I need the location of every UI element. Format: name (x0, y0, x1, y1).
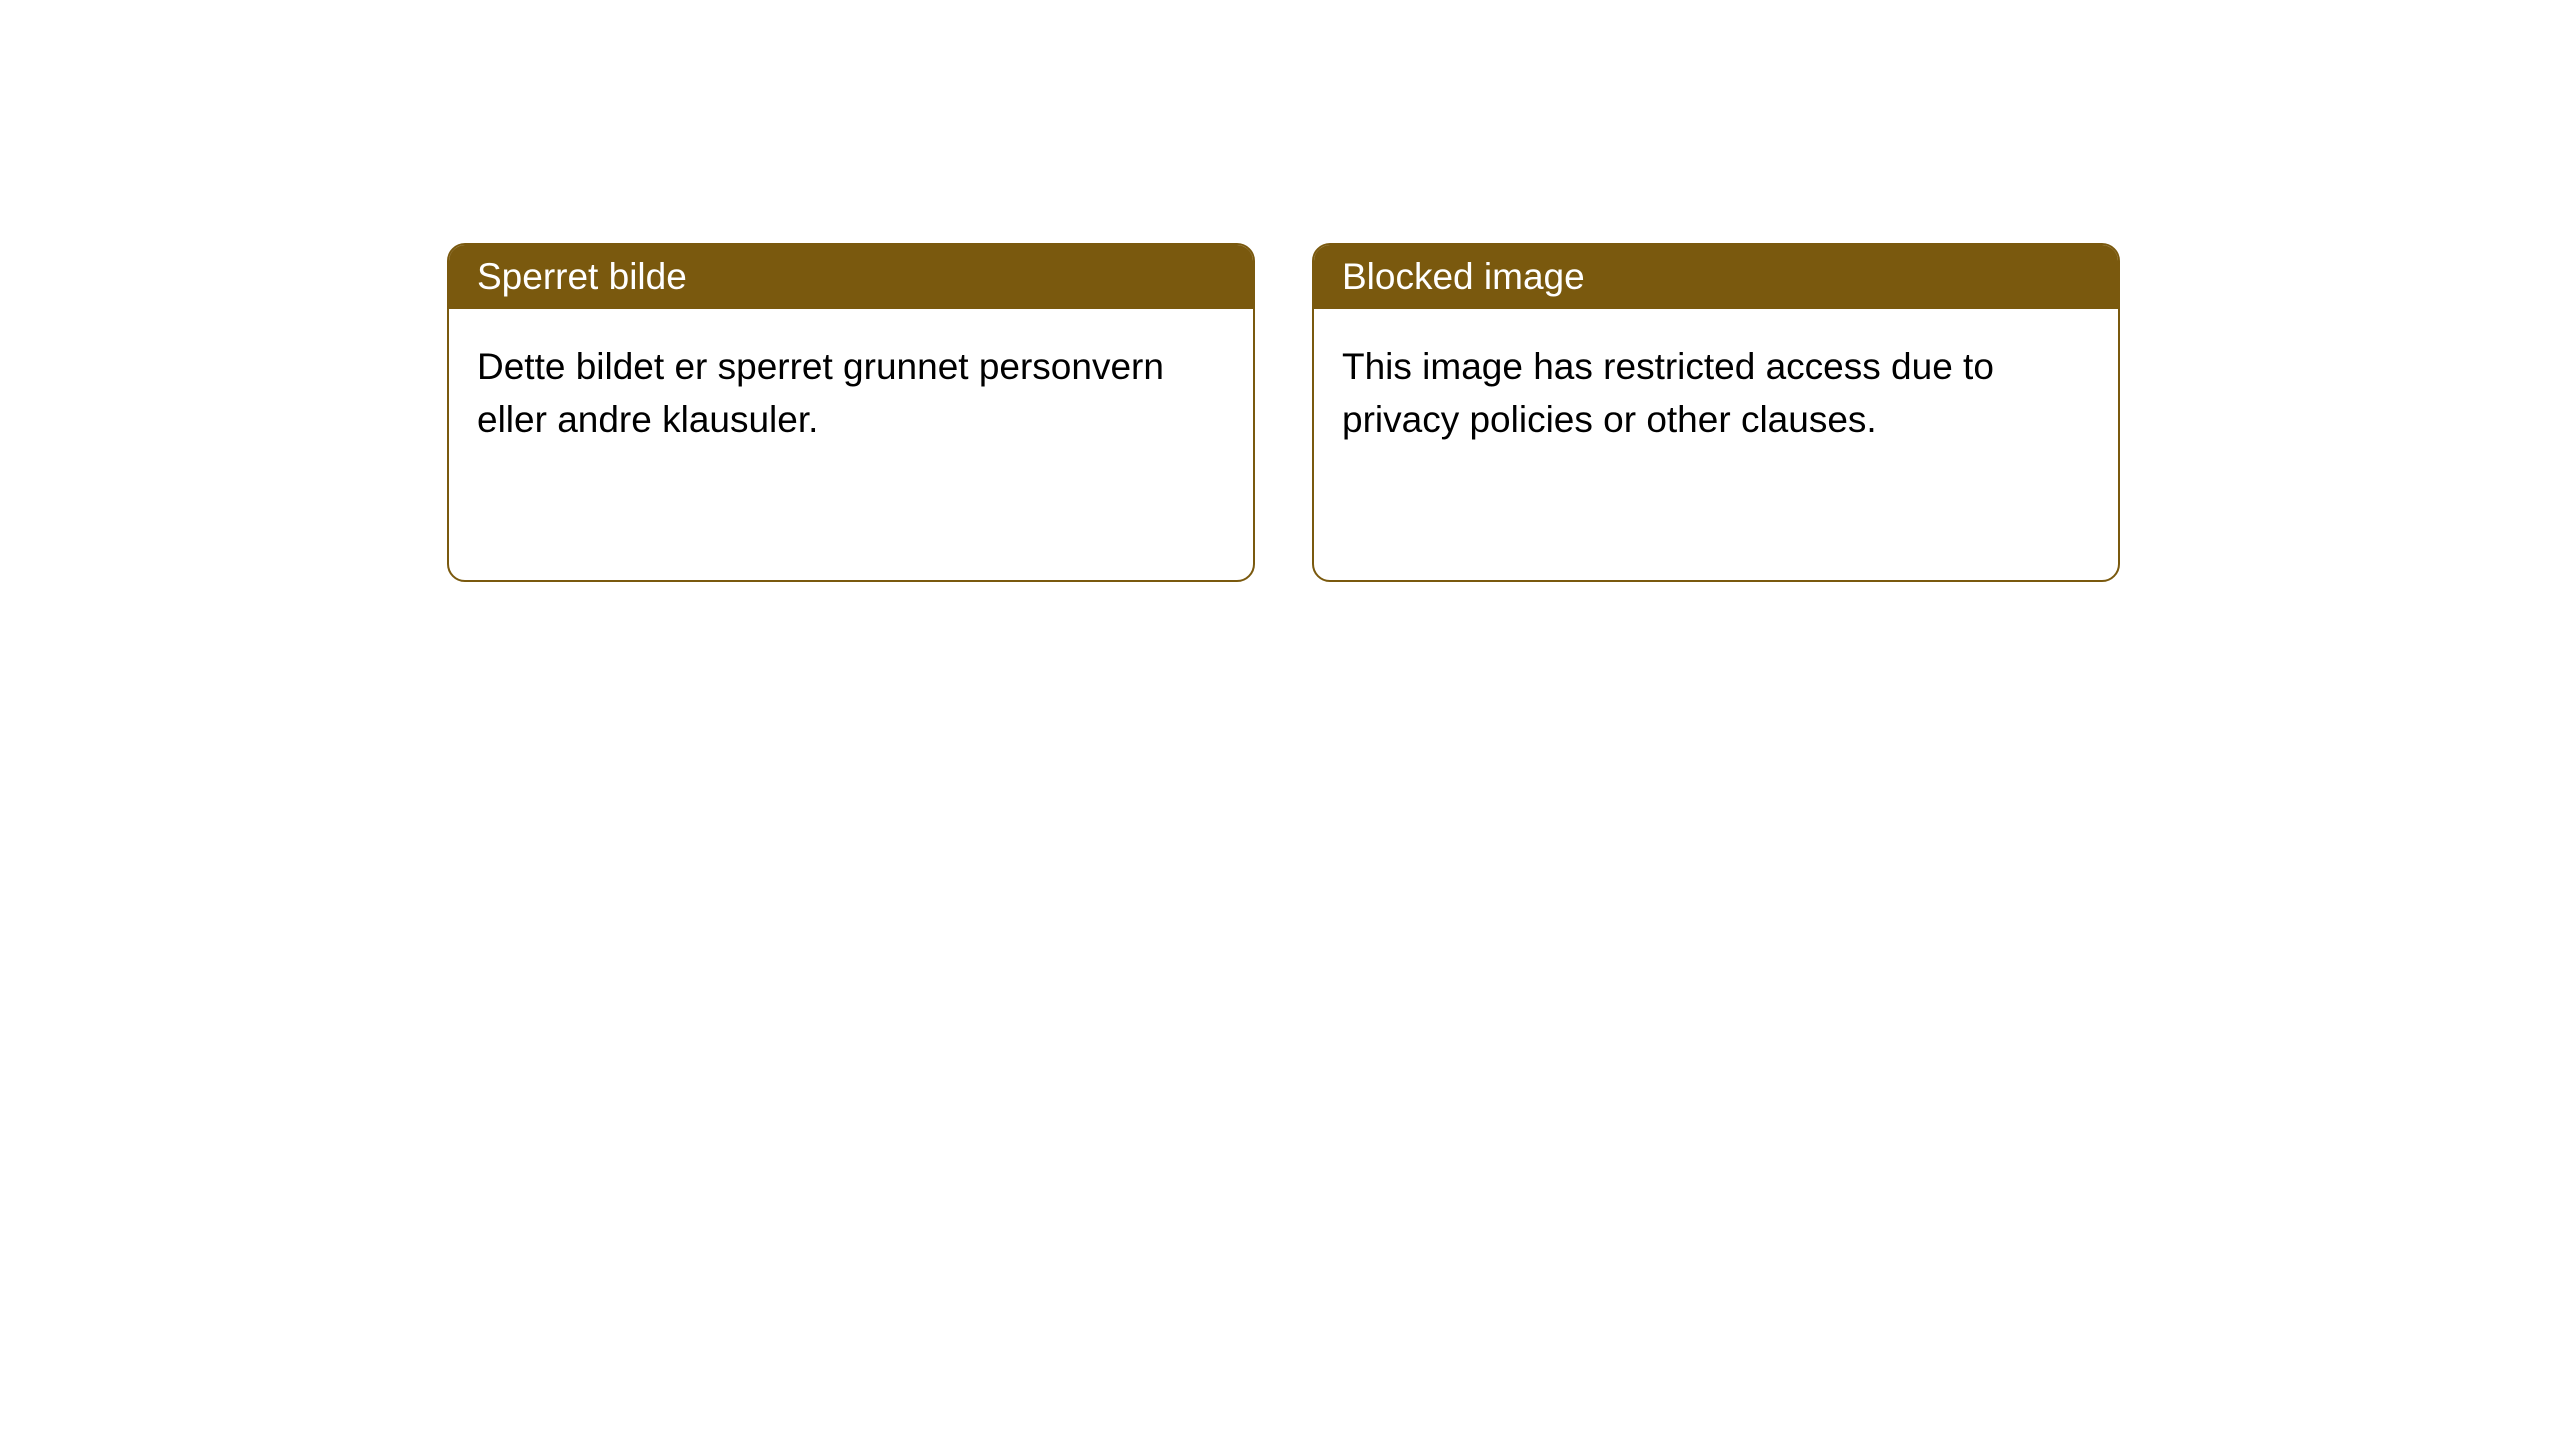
card-header: Blocked image (1314, 245, 2118, 309)
card-body: This image has restricted access due to … (1314, 309, 2118, 478)
card-body: Dette bildet er sperret grunnet personve… (449, 309, 1253, 478)
notice-card-norwegian: Sperret bilde Dette bildet er sperret gr… (447, 243, 1255, 582)
card-body-text: This image has restricted access due to … (1342, 346, 1994, 440)
card-header: Sperret bilde (449, 245, 1253, 309)
card-title: Blocked image (1342, 256, 1585, 297)
notice-cards-container: Sperret bilde Dette bildet er sperret gr… (447, 243, 2120, 582)
card-body-text: Dette bildet er sperret grunnet personve… (477, 346, 1164, 440)
card-title: Sperret bilde (477, 256, 687, 297)
notice-card-english: Blocked image This image has restricted … (1312, 243, 2120, 582)
